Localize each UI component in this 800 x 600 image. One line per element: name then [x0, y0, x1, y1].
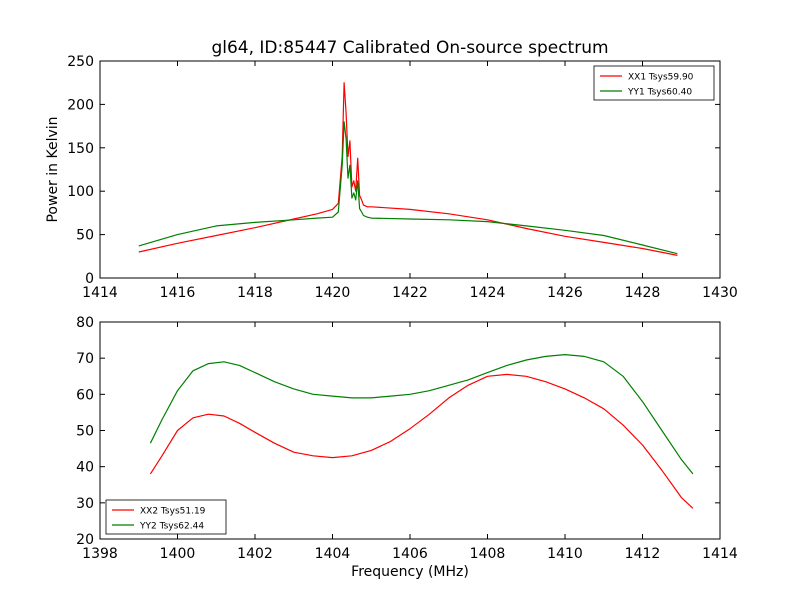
- series-line-1: [138, 82, 678, 256]
- x-tick-label: 1410: [547, 546, 583, 562]
- y-tick-label: 60: [76, 387, 94, 403]
- x-tick-label: 1402: [237, 546, 273, 562]
- series-line-1: [149, 373, 694, 509]
- y-axis-label: Power in Kelvin: [45, 116, 61, 222]
- y-tick-label: 200: [67, 97, 94, 113]
- x-tick-label: 1414: [82, 285, 118, 301]
- x-tick-label: 1412: [625, 546, 661, 562]
- y-tick-label: 50: [76, 424, 94, 440]
- chart-title: gl64, ID:85447 Calibrated On-source spec…: [211, 38, 608, 58]
- y-tick-label: 80: [76, 315, 94, 331]
- legend-box: [105, 499, 227, 535]
- bottom-panel: 1398 1400 1402 1404 1406 1408 1410 1412 1414 20 30…: [76, 315, 738, 580]
- series-line-2: [149, 354, 694, 475]
- legend-label: XX1 Tsys59.90: [628, 73, 694, 83]
- y-tick-label: 150: [67, 141, 94, 157]
- y-tick-label: 70: [76, 351, 94, 367]
- series-group: [138, 82, 678, 256]
- legend: XX1 Tsys59.90 YY1 Tsys60.40: [593, 65, 715, 101]
- y-tick-label: 0: [85, 271, 94, 287]
- x-tick-label: 1418: [237, 285, 273, 301]
- x-tick-label: 1398: [82, 546, 118, 562]
- x-tick-label: 1430: [702, 285, 738, 301]
- x-tick-label: 1406: [392, 546, 428, 562]
- legend-label: XX2 Tsys51.19: [140, 507, 206, 517]
- y-tick-label: 100: [67, 184, 94, 200]
- legend-box: [593, 65, 715, 101]
- x-tick-label: 1422: [392, 285, 428, 301]
- x-tick-label: 1426: [547, 285, 583, 301]
- y-tick-label: 250: [67, 54, 94, 70]
- x-tick-label: 1414: [702, 546, 738, 562]
- legend: XX2 Tsys51.19 YY2 Tsys62.44: [105, 499, 227, 535]
- x-tick-label: 1400: [160, 546, 196, 562]
- series-group: [149, 354, 694, 509]
- y-tick-label: 20: [76, 532, 94, 548]
- x-tick-label: 1424: [470, 285, 506, 301]
- y-tick-label: 30: [76, 496, 94, 512]
- y-tick-label: 40: [76, 460, 94, 476]
- y-tick-label: 50: [76, 228, 94, 244]
- legend-label: YY2 Tsys62.44: [139, 522, 204, 532]
- x-tick-label: 1404: [315, 546, 351, 562]
- x-tick-label: 1416: [160, 285, 196, 301]
- x-axis-label: Frequency (MHz): [351, 564, 469, 580]
- legend-label: YY1 Tsys60.40: [627, 88, 692, 98]
- series-line-2: [138, 121, 678, 255]
- x-tick-label: 1428: [625, 285, 661, 301]
- top-panel: 1414 1416 1418 1420 1422 1424 1426 1428 1430 0 50 1…: [45, 54, 738, 301]
- x-tick-label: 1408: [470, 546, 506, 562]
- x-tick-label: 1420: [315, 285, 351, 301]
